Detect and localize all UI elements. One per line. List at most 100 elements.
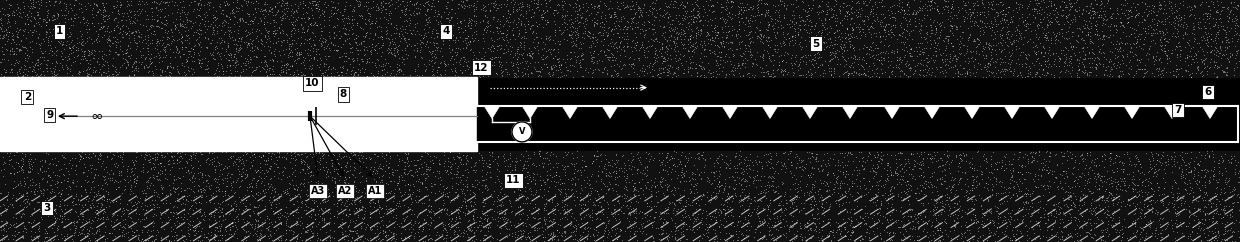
Point <box>1007 27 1027 30</box>
Point <box>950 176 970 180</box>
Point <box>25 24 45 28</box>
Point <box>0 225 20 229</box>
Point <box>27 63 47 67</box>
Point <box>293 182 312 186</box>
Point <box>283 20 303 24</box>
Point <box>467 64 487 68</box>
Point <box>274 38 294 42</box>
Point <box>1008 228 1028 232</box>
Point <box>42 18 62 22</box>
Point <box>918 230 937 234</box>
Point <box>758 13 777 17</box>
Point <box>858 154 878 158</box>
Point <box>711 62 730 66</box>
Point <box>725 193 745 197</box>
Point <box>11 156 31 159</box>
Point <box>800 73 820 76</box>
Point <box>715 213 735 217</box>
Point <box>867 192 887 196</box>
Point <box>1161 60 1180 63</box>
Point <box>1169 212 1189 216</box>
Point <box>552 234 572 238</box>
Point <box>294 30 314 34</box>
Point <box>903 207 923 211</box>
Point <box>1043 8 1063 11</box>
Point <box>1042 3 1061 7</box>
Point <box>531 154 551 158</box>
Point <box>1076 163 1096 167</box>
Point <box>135 57 155 61</box>
Point <box>181 154 201 158</box>
Point <box>343 71 363 75</box>
Point <box>936 45 956 48</box>
Point <box>563 39 583 43</box>
Point <box>273 233 293 237</box>
Point <box>335 39 355 43</box>
Point <box>22 6 42 10</box>
Point <box>564 43 584 46</box>
Point <box>901 54 921 58</box>
Point <box>387 202 407 205</box>
Point <box>450 160 470 164</box>
Point <box>31 159 51 163</box>
Point <box>784 173 804 177</box>
Point <box>1064 200 1084 204</box>
Point <box>899 202 919 206</box>
Point <box>689 19 709 23</box>
Point <box>1210 192 1230 196</box>
Point <box>528 0 548 4</box>
Point <box>1218 70 1238 74</box>
Point <box>733 16 753 20</box>
Point <box>711 237 730 241</box>
Point <box>143 165 162 169</box>
Point <box>605 233 625 236</box>
Point <box>1054 176 1074 180</box>
Point <box>304 201 324 204</box>
Point <box>352 16 372 20</box>
Point <box>347 153 367 157</box>
Point <box>820 234 839 238</box>
Point <box>853 237 873 241</box>
Point <box>768 19 787 23</box>
Point <box>122 216 141 220</box>
Point <box>1172 74 1192 78</box>
Point <box>914 58 934 62</box>
Point <box>909 211 929 215</box>
Point <box>963 10 983 14</box>
Point <box>558 9 578 13</box>
Point <box>554 28 574 32</box>
Point <box>1177 191 1197 195</box>
Point <box>867 5 887 9</box>
Point <box>1131 208 1151 212</box>
Point <box>226 160 246 164</box>
Point <box>1059 25 1079 29</box>
Point <box>781 175 801 179</box>
Point <box>925 49 945 53</box>
Point <box>48 12 68 16</box>
Point <box>988 214 1008 218</box>
Point <box>1225 6 1240 9</box>
Point <box>1117 21 1137 25</box>
Point <box>940 171 960 175</box>
Point <box>1137 195 1157 199</box>
Point <box>1025 72 1045 76</box>
Point <box>513 14 533 18</box>
Point <box>371 25 391 29</box>
Point <box>789 23 808 27</box>
Point <box>63 220 83 224</box>
Point <box>467 57 487 61</box>
Point <box>573 202 593 206</box>
Point <box>1070 153 1090 157</box>
Point <box>866 46 885 50</box>
Point <box>1197 193 1216 197</box>
Point <box>1018 200 1038 204</box>
Point <box>92 164 112 168</box>
Point <box>458 226 477 230</box>
Point <box>960 223 980 227</box>
Point <box>1135 205 1154 209</box>
Point <box>500 72 520 76</box>
Point <box>692 216 712 220</box>
Point <box>2 237 22 241</box>
Point <box>188 1 208 5</box>
Point <box>208 50 228 53</box>
